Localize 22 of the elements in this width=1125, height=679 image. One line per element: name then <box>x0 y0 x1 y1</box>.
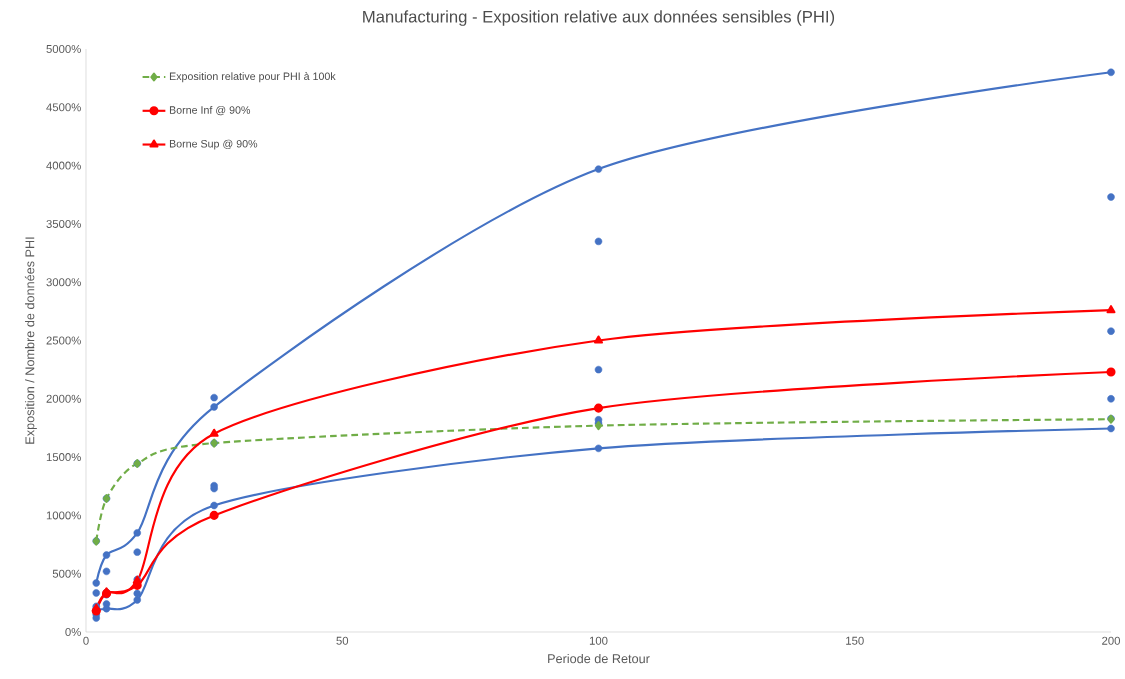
y-tick-label: 2000% <box>46 394 81 403</box>
x-tick-label: 150 <box>846 636 864 645</box>
legend-label: Borne Sup @ 90% <box>169 139 258 150</box>
x-axis-title: Periode de Retour <box>548 653 650 664</box>
legend-label: Exposition relative pour PHI à 100k <box>169 72 336 83</box>
y-tick-label: 1500% <box>46 453 81 462</box>
y-tick-label: 4500% <box>46 103 81 112</box>
y-tick-label: 1000% <box>46 511 81 520</box>
y-tick-label: 0% <box>65 628 81 637</box>
chart-title: Manufacturing - Exposition relative aux données sensibles (PHI) <box>363 10 835 26</box>
y-tick-label: 4000% <box>46 161 81 170</box>
x-tick-label: 0 <box>83 636 89 645</box>
x-tick-label: 100 <box>589 636 608 645</box>
x-tick-label: 200 <box>1102 636 1121 645</box>
y-tick-label: 2500% <box>46 336 81 345</box>
y-tick-label: 3500% <box>46 219 81 228</box>
legend-label: Borne Inf @ 90% <box>169 105 251 116</box>
y-axis-title: Exposition / Nombre de données PHI <box>24 237 37 444</box>
y-tick-label: 500% <box>52 569 81 578</box>
y-tick-label: 5000% <box>46 45 81 53</box>
x-tick-label: 50 <box>336 636 349 645</box>
y-tick-label: 3000% <box>46 278 81 287</box>
